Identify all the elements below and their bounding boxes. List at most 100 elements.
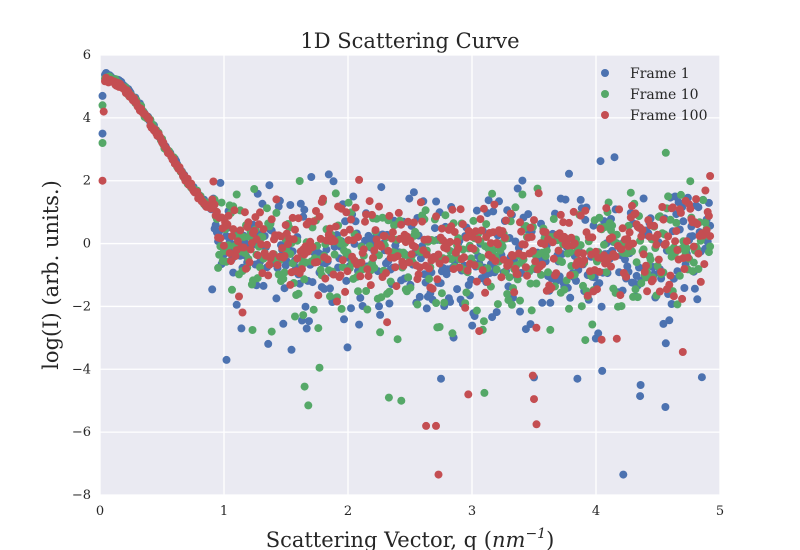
data-point <box>263 240 271 249</box>
data-point <box>294 214 303 223</box>
data-point <box>577 302 586 311</box>
data-point <box>411 242 420 251</box>
data-point <box>405 194 414 203</box>
data-point <box>333 297 341 306</box>
data-point <box>646 255 655 264</box>
data-point <box>542 246 551 255</box>
data-point <box>492 308 501 317</box>
data-point <box>600 240 608 249</box>
data-point <box>239 243 248 252</box>
data-point <box>610 153 619 162</box>
data-point <box>576 195 585 204</box>
data-point <box>340 315 348 324</box>
data-point <box>560 285 569 294</box>
data-point <box>253 274 262 283</box>
data-point <box>272 208 281 217</box>
data-point <box>530 216 538 225</box>
data-point <box>483 277 492 286</box>
data-point <box>98 91 107 100</box>
data-point <box>345 225 354 234</box>
data-point <box>421 206 430 215</box>
data-point <box>366 281 375 290</box>
data-point <box>455 263 464 272</box>
data-point <box>288 213 297 222</box>
data-point <box>672 227 681 235</box>
data-point <box>565 218 573 227</box>
data-point <box>399 261 408 270</box>
data-point <box>263 204 271 213</box>
data-point <box>210 200 219 209</box>
data-point <box>248 326 257 334</box>
data-point <box>397 396 406 405</box>
data-point <box>363 265 372 274</box>
data-point <box>432 212 441 221</box>
data-point <box>478 266 487 275</box>
data-point <box>425 274 434 283</box>
data-point <box>329 177 338 186</box>
data-point <box>296 199 305 208</box>
data-point <box>676 190 685 199</box>
data-point <box>341 287 350 296</box>
data-point <box>383 318 392 327</box>
data-point <box>236 226 245 235</box>
data-point <box>371 226 380 235</box>
data-point <box>265 181 274 190</box>
data-point <box>659 319 668 328</box>
data-point <box>565 169 573 178</box>
data-point <box>683 253 692 262</box>
data-point <box>264 339 273 348</box>
data-point <box>700 260 709 269</box>
data-point <box>267 327 276 336</box>
data-point <box>664 232 673 241</box>
legend-marker <box>601 69 609 77</box>
data-point <box>665 280 674 289</box>
data-point <box>686 177 695 186</box>
data-point <box>612 334 621 343</box>
data-point <box>376 328 385 337</box>
data-point <box>547 283 556 292</box>
data-point <box>458 220 467 229</box>
data-point <box>326 292 334 301</box>
data-point <box>222 355 231 364</box>
data-point <box>598 366 607 375</box>
data-point <box>448 329 457 338</box>
data-point <box>430 224 439 233</box>
y-tick-label: 2 <box>83 174 91 189</box>
legend-label: Frame 10 <box>630 87 699 103</box>
data-point <box>594 329 603 338</box>
data-point <box>636 392 645 401</box>
x-tick-label: 4 <box>592 504 600 519</box>
data-point <box>362 287 371 295</box>
data-point <box>351 203 360 212</box>
data-point <box>224 211 233 220</box>
legend-label: Frame 1 <box>630 66 690 82</box>
data-point <box>661 148 670 157</box>
x-axis-label-prefix: Scattering Vector, q ( <box>266 528 492 550</box>
data-point <box>561 195 570 204</box>
chart-title: 1D Scattering Curve <box>300 29 519 53</box>
data-point <box>597 335 606 344</box>
data-point <box>637 232 646 241</box>
data-point <box>314 291 323 300</box>
data-point <box>393 252 402 261</box>
data-point <box>652 240 661 249</box>
data-point <box>666 271 675 280</box>
data-point <box>479 204 488 213</box>
data-point <box>355 175 364 184</box>
data-point <box>636 381 645 389</box>
data-point <box>416 198 425 207</box>
legend: Frame 1 Frame 10 Frame 100 <box>601 66 708 124</box>
data-point <box>300 205 309 214</box>
data-point <box>319 194 327 203</box>
data-point <box>566 293 575 302</box>
data-point <box>280 252 289 260</box>
data-point <box>208 285 217 294</box>
data-point <box>694 265 703 273</box>
data-point <box>640 267 649 276</box>
data-point <box>250 185 259 193</box>
data-point <box>347 304 355 313</box>
data-point <box>694 203 703 212</box>
data-point <box>693 220 702 229</box>
data-point <box>370 263 379 272</box>
data-point <box>365 197 374 206</box>
